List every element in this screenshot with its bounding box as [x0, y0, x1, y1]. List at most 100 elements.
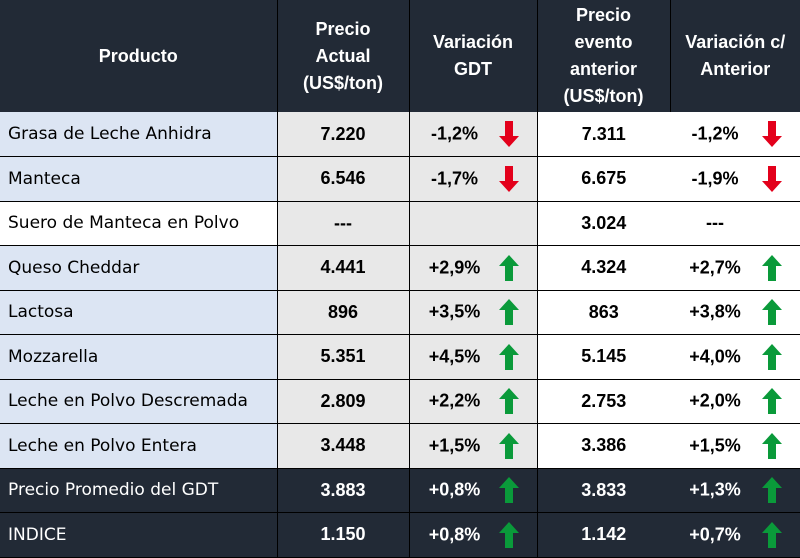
header-row: Producto Precio Actual (US$/ton) Variación…	[0, 0, 800, 112]
gdt-variation-value: +1,5%	[428, 435, 481, 456]
previous-variation: -1,2%	[670, 112, 800, 157]
previous-price: 863	[536, 290, 670, 335]
current-price: 3.448	[276, 423, 410, 469]
previous-price: 1.142	[536, 512, 670, 558]
arrow-up-icon	[498, 254, 519, 281]
previous-variation-value: +2,0%	[689, 390, 741, 411]
gdt-variation: +0,8%	[409, 468, 537, 513]
arrow-up-icon	[498, 521, 519, 548]
previous-variation: +2,0%	[670, 379, 800, 424]
table-row: Mozzarella 5.351 +4,5% 5.145 +4,0%	[0, 334, 800, 380]
previous-variation-value: +3,8%	[689, 301, 741, 322]
previous-price: 2.753	[536, 379, 670, 424]
gdt-variation: -1,2%	[409, 112, 537, 157]
current-price: 1.150	[276, 512, 410, 558]
previous-price: 5.145	[536, 334, 670, 380]
arrow-up-icon	[762, 254, 782, 281]
header-variacion-anterior: Variación c/Anterior	[670, 0, 800, 112]
product-name: Manteca	[0, 156, 277, 202]
product-name: Precio Promedio del GDT	[0, 468, 277, 513]
table-row: Grasa de Leche Anhidra 7.220 -1,2% 7.311…	[0, 112, 800, 157]
previous-variation-value: +1,5%	[689, 435, 741, 456]
previous-variation-value: -1,9%	[691, 168, 739, 189]
arrow-up-icon	[498, 299, 519, 326]
summary-row: INDICE 1.150 +0,8% 1.142 +0,7%	[0, 512, 800, 558]
gdt-variation-value: +2,2%	[428, 390, 481, 411]
previous-price: 4.324	[536, 245, 670, 291]
arrow-up-icon	[498, 343, 519, 370]
product-name: Suero de Manteca en Polvo	[0, 201, 277, 246]
previous-variation-value: +0,7%	[689, 524, 741, 545]
previous-price: 7.311	[536, 112, 670, 157]
gdt-variation: -1,7%	[409, 156, 537, 202]
current-price: 7.220	[276, 112, 410, 157]
arrow-down-icon	[762, 165, 782, 192]
product-name: Queso Cheddar	[0, 245, 277, 291]
previous-price: 3.386	[536, 423, 670, 469]
arrow-up-icon	[762, 477, 782, 504]
product-name: INDICE	[0, 512, 277, 558]
table-row: Queso Cheddar 4.441 +2,9% 4.324 +2,7%	[0, 245, 800, 291]
current-price: 3.883	[276, 468, 410, 513]
previous-price: 3.024	[536, 201, 670, 246]
summary-row: Precio Promedio del GDT 3.883 +0,8% 3.83…	[0, 468, 800, 513]
arrow-down-icon	[498, 121, 519, 147]
current-price: 4.441	[276, 245, 410, 291]
header-precio-actual: Precio Actual (US$/ton)	[276, 0, 410, 112]
product-name: Grasa de Leche Anhidra	[0, 112, 277, 157]
previous-variation-value: +1,3%	[689, 479, 741, 500]
gdt-variation-value: +0,8%	[428, 524, 481, 545]
current-price: ---	[276, 201, 410, 246]
previous-variation-value: -1,2%	[691, 123, 739, 144]
arrow-up-icon	[762, 432, 782, 459]
product-name: Lactosa	[0, 290, 277, 335]
table-row: Leche en Polvo Entera 3.448 +1,5% 3.386 …	[0, 423, 800, 469]
product-name: Leche en Polvo Descremada	[0, 379, 277, 424]
gdt-variation-value: -1,7%	[430, 168, 479, 189]
gdt-variation-value: +4,5%	[428, 346, 481, 367]
arrow-up-icon	[762, 299, 782, 326]
previous-variation-value: ---	[706, 212, 724, 233]
current-price: 2.809	[276, 379, 410, 424]
gdt-variation	[409, 201, 537, 246]
gdt-variation: +0,8%	[409, 512, 537, 558]
previous-variation: ---	[670, 201, 800, 246]
product-name: Mozzarella	[0, 334, 277, 380]
arrow-up-icon	[762, 388, 782, 415]
previous-variation: +1,3%	[670, 468, 800, 513]
current-price: 896	[276, 290, 410, 335]
gdt-variation-value: -1,2%	[430, 123, 479, 144]
header-variacion-gdt: Variación GDT	[409, 0, 537, 112]
previous-variation: +1,5%	[670, 423, 800, 469]
gdt-variation: +2,9%	[409, 245, 537, 291]
current-price: 5.351	[276, 334, 410, 380]
header-precio-anterior: Precio evento anterior (US$/ton)	[536, 0, 671, 112]
previous-variation: +2,7%	[670, 245, 800, 291]
current-price: 6.546	[276, 156, 410, 202]
previous-price: 3.833	[536, 468, 670, 513]
arrow-down-icon	[498, 165, 519, 192]
gdt-variation-value: +2,9%	[428, 257, 481, 278]
table-row: Manteca 6.546 -1,7% 6.675 -1,9%	[0, 156, 800, 202]
arrow-up-icon	[762, 521, 782, 548]
gdt-variation-value: +3,5%	[428, 301, 481, 322]
previous-variation: -1,9%	[670, 156, 800, 202]
previous-variation-value: +2,7%	[689, 257, 741, 278]
table-row: Lactosa 896 +3,5% 863 +3,8%	[0, 290, 800, 335]
table-row: Suero de Manteca en Polvo --- 3.024 ---	[0, 201, 800, 246]
arrow-down-icon	[762, 121, 782, 147]
gdt-variation: +2,2%	[409, 379, 537, 424]
table-row: Leche en Polvo Descremada 2.809 +2,2% 2.…	[0, 379, 800, 424]
product-name: Leche en Polvo Entera	[0, 423, 277, 469]
previous-variation: +0,7%	[670, 512, 800, 558]
previous-price: 6.675	[536, 156, 670, 202]
previous-variation-value: +4,0%	[689, 346, 741, 367]
previous-variation: +4,0%	[670, 334, 800, 380]
previous-variation: +3,8%	[670, 290, 800, 335]
gdt-variation-value: +0,8%	[428, 479, 481, 500]
gdt-variation: +1,5%	[409, 423, 537, 469]
arrow-up-icon	[762, 343, 782, 370]
arrow-up-icon	[498, 432, 519, 459]
gdt-variation: +3,5%	[409, 290, 537, 335]
